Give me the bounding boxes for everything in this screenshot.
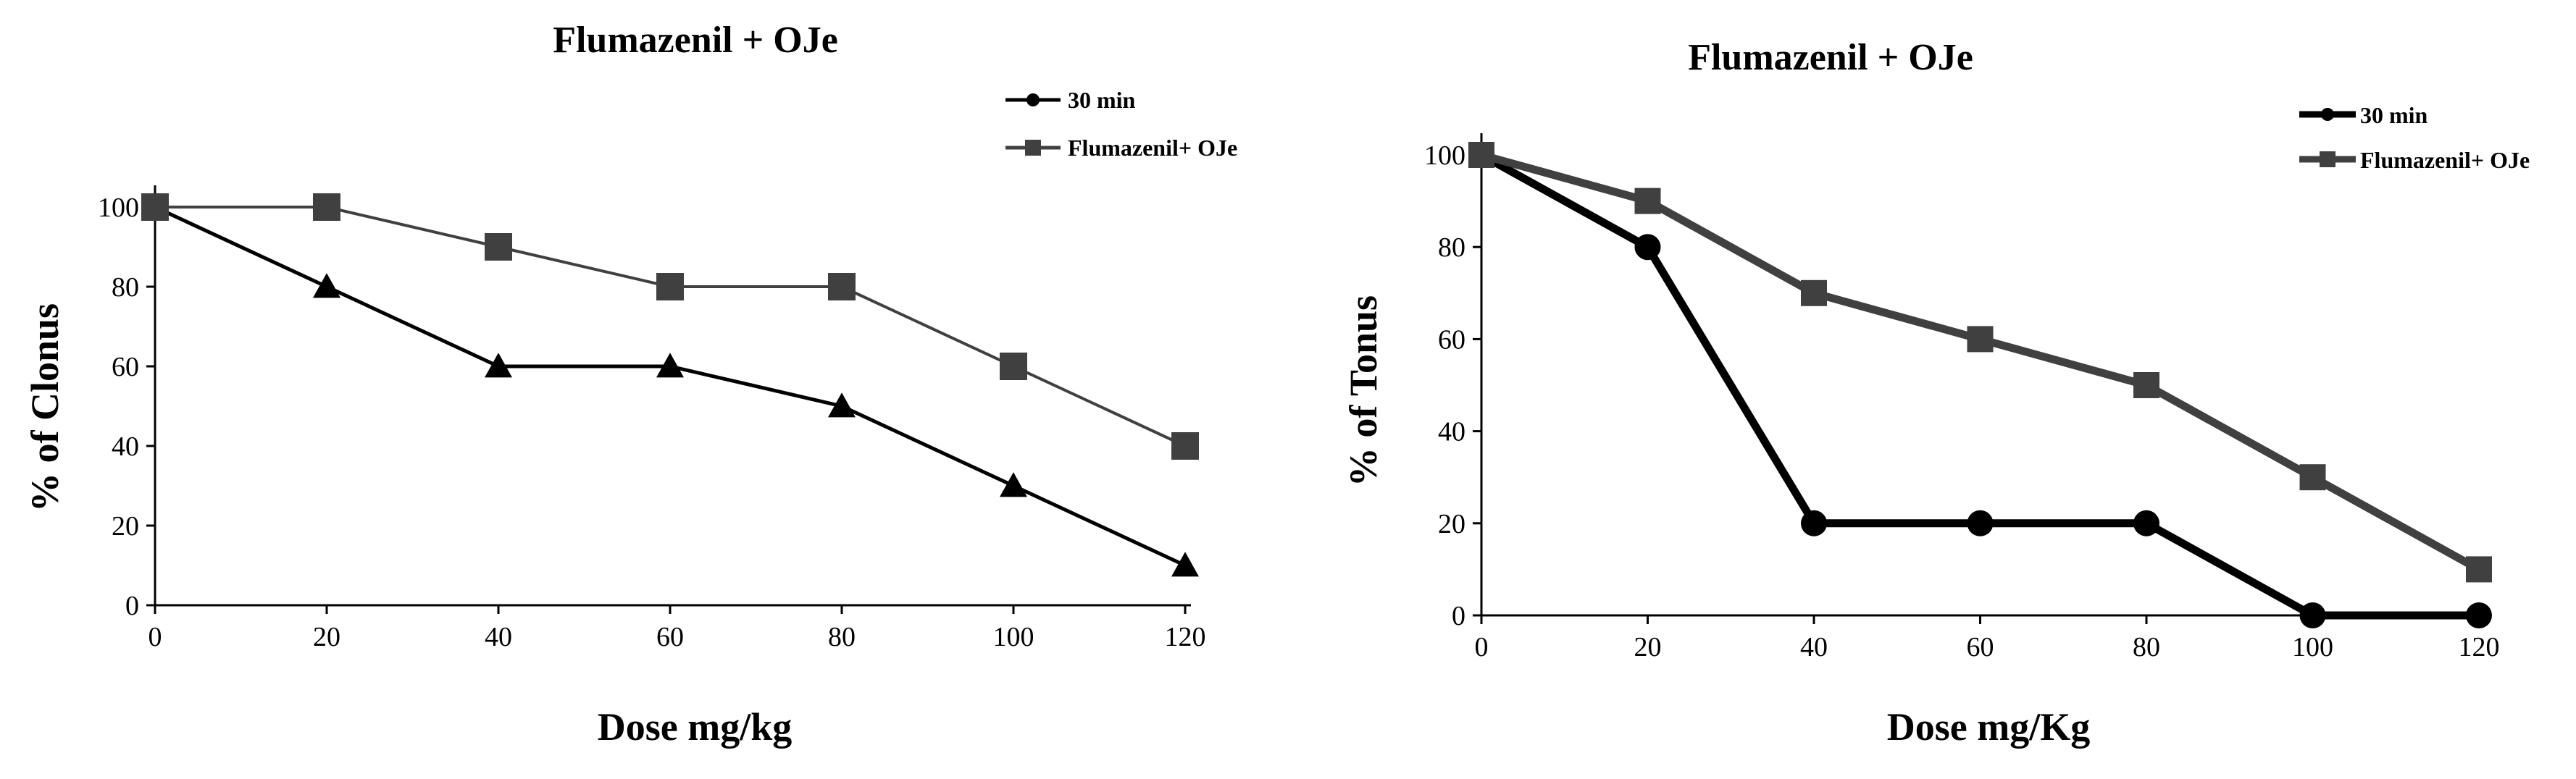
x-tick-label: 0 — [1475, 632, 1489, 662]
legend: 30 min Flumazenil+ OJe — [1068, 87, 1237, 161]
y-tick-label: 40 — [112, 431, 139, 462]
data-point-series-1 — [2466, 602, 2492, 628]
chart-title: Flumazenil + OJe — [1688, 37, 1973, 78]
x-tick-label: 120 — [2459, 632, 2500, 662]
data-point-series-1 — [2299, 602, 2326, 628]
x-axis-label: Dose mg/Kg — [1887, 705, 2090, 749]
data-point-series-1 — [828, 392, 856, 418]
data-point-series-1 — [656, 353, 684, 378]
y-tick-label: 60 — [112, 352, 139, 382]
legend-marker-series-2 — [1025, 140, 1041, 156]
chart-tonus: Flumazenil + OJe Dose mg/Kg % of Tonus 3… — [1342, 37, 2530, 749]
y-tick-label: 80 — [1438, 232, 1465, 263]
legend-label-series-1: 30 min — [2360, 102, 2428, 128]
x-tick-label: 20 — [1634, 632, 1662, 662]
x-tick-label: 80 — [828, 622, 856, 652]
data-point-series-1 — [485, 353, 512, 378]
y-tick-label: 0 — [125, 591, 139, 621]
data-point-series-1 — [1000, 472, 1027, 497]
chart-clonus: Flumazenil + OJe Dose mg/kg % of Clonus … — [23, 20, 1237, 749]
y-tick-label: 40 — [1438, 417, 1465, 447]
data-point-series-2 — [1801, 279, 1827, 306]
data-point-series-2 — [485, 233, 512, 261]
y-tick-label: 100 — [98, 193, 139, 223]
x-tick-label: 40 — [1800, 632, 1828, 662]
series-line-2 — [155, 206, 1186, 447]
data-point-series-2 — [2299, 464, 2326, 491]
data-point-series-2 — [2466, 556, 2492, 583]
legend-marker-series-1 — [2321, 108, 2334, 121]
series-line-1 — [1479, 151, 2479, 620]
x-tick-label: 40 — [485, 622, 512, 652]
x-tick-label: 60 — [656, 622, 684, 652]
data-point-series-1 — [1801, 510, 1827, 536]
y-tick-label: 80 — [112, 272, 139, 303]
y-tick-label: 100 — [1424, 140, 1465, 171]
x-tick-label: 20 — [313, 622, 340, 652]
data-point-series-2 — [1000, 353, 1027, 380]
data-point-series-1 — [313, 273, 340, 298]
y-tick-label: 60 — [1438, 324, 1465, 355]
y-axis-label: % of Tonus — [1342, 295, 1385, 487]
data-point-series-1 — [1171, 552, 1199, 577]
data-point-series-2 — [2133, 372, 2159, 398]
series-line-1 — [154, 205, 1187, 568]
legend: 30 min Flumazenil+ OJe — [2360, 102, 2530, 173]
data-point-series-2 — [1171, 432, 1199, 460]
x-tick-label: 100 — [993, 622, 1034, 652]
y-tick-label: 0 — [1452, 601, 1465, 631]
x-tick-label: 0 — [149, 622, 162, 652]
chart-panel-clonus: Flumazenil + OJe Dose mg/kg % of Clonus … — [23, 20, 1237, 749]
legend-label-series-1: 30 min — [1068, 87, 1136, 113]
data-point-series-2 — [313, 193, 340, 221]
x-tick-label: 120 — [1165, 622, 1206, 652]
data-point-series-2 — [1634, 188, 1661, 214]
data-point-series-1 — [2133, 510, 2159, 536]
x-axis-label: Dose mg/kg — [598, 705, 793, 749]
legend-marker-series-1 — [1026, 93, 1040, 106]
chart-panel-tonus: Flumazenil + OJe Dose mg/Kg % of Tonus 3… — [1288, 0, 2576, 779]
x-tick-label: 80 — [2133, 632, 2160, 662]
legend-marker-series-2 — [2320, 151, 2335, 167]
data-point-series-2 — [828, 273, 856, 300]
y-axis-label: % of Clonus — [23, 303, 67, 512]
data-point-series-1 — [1634, 234, 1661, 261]
legend-label-series-2: Flumazenil+ OJe — [1068, 135, 1237, 161]
x-tick-label: 60 — [1967, 632, 1994, 662]
y-tick-label: 20 — [1438, 509, 1465, 539]
data-point-series-1 — [1967, 510, 1994, 536]
data-point-series-2 — [1967, 326, 1994, 353]
series-line-2 — [1480, 151, 2481, 573]
data-point-series-2 — [141, 193, 169, 221]
x-tick-label: 100 — [2292, 632, 2333, 662]
chart-title: Flumazenil + OJe — [553, 20, 838, 61]
y-tick-label: 20 — [112, 511, 139, 542]
legend-label-series-2: Flumazenil+ OJe — [2360, 147, 2530, 173]
data-point-series-2 — [656, 273, 684, 300]
data-point-series-2 — [1468, 142, 1494, 168]
